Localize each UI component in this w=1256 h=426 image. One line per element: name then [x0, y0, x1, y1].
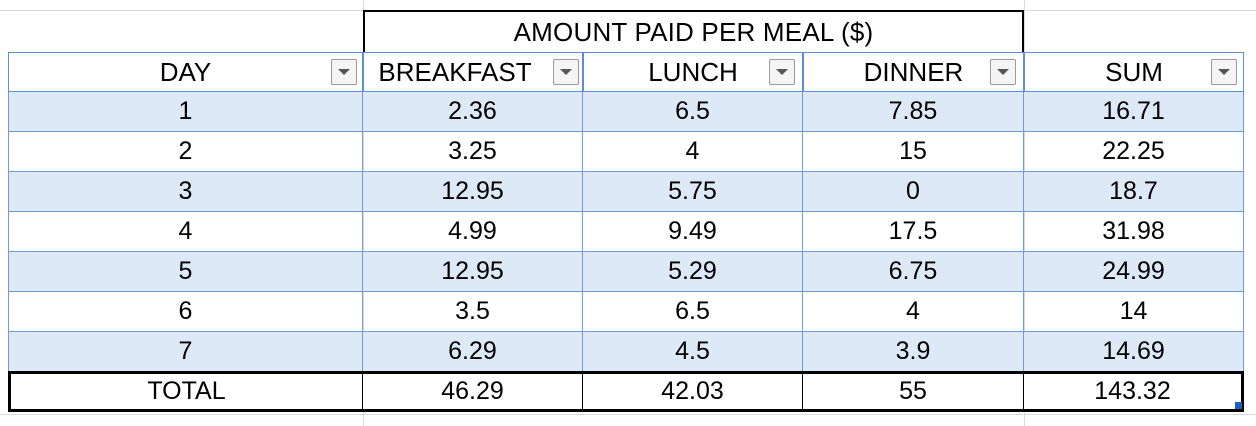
breakfast-cell[interactable]: 6.29: [363, 332, 583, 372]
column-header-label: DAY: [159, 56, 212, 87]
chevron-down-icon: [560, 69, 572, 75]
sum-cell[interactable]: 22.25: [1024, 132, 1244, 172]
table-row: 3 12.95 5.75 0 18.7: [8, 172, 1244, 212]
gridline: [0, 414, 1256, 415]
lunch-cell[interactable]: 5.75: [583, 172, 803, 212]
sum-cell[interactable]: 24.99: [1024, 252, 1244, 292]
total-label-cell[interactable]: TOTAL: [11, 374, 363, 409]
breakfast-cell[interactable]: 12.95: [363, 172, 583, 212]
lunch-cell[interactable]: 9.49: [583, 212, 803, 252]
column-header-label: BREAKFAST: [378, 56, 532, 87]
column-header-label: LUNCH: [648, 56, 738, 87]
lunch-cell[interactable]: 5.29: [583, 252, 803, 292]
gridline: [363, 0, 364, 426]
breakfast-cell[interactable]: 3.25: [363, 132, 583, 172]
chevron-down-icon: [997, 69, 1009, 75]
lunch-cell[interactable]: 4.5: [583, 332, 803, 372]
column-header-breakfast[interactable]: BREAKFAST: [363, 52, 583, 92]
group-header-cell[interactable]: AMOUNT PAID PER MEAL ($): [363, 10, 1024, 52]
day-cell[interactable]: 4: [8, 212, 363, 252]
sum-cell[interactable]: 14: [1024, 292, 1244, 332]
sum-total-cell[interactable]: 143.32: [1094, 377, 1171, 405]
dinner-cell[interactable]: 3.9: [803, 332, 1024, 372]
chevron-down-icon: [1218, 69, 1230, 75]
day-cell[interactable]: 6: [8, 292, 363, 332]
column-header-label: SUM: [1105, 56, 1163, 87]
table-row: 2 3.25 4 15 22.25: [8, 132, 1244, 172]
chevron-down-icon: [776, 69, 788, 75]
breakfast-total-cell[interactable]: 46.29: [363, 374, 583, 409]
chevron-down-icon: [338, 69, 350, 75]
dinner-cell[interactable]: 17.5: [803, 212, 1024, 252]
dinner-cell[interactable]: 6.75: [803, 252, 1024, 292]
filter-dropdown-button[interactable]: [553, 59, 579, 85]
filter-dropdown-button[interactable]: [769, 59, 795, 85]
column-header-sum[interactable]: SUM: [1024, 52, 1244, 92]
lunch-total-cell[interactable]: 42.03: [583, 374, 803, 409]
column-header-label: DINNER: [863, 56, 964, 87]
fill-handle[interactable]: [1235, 402, 1242, 409]
column-header-dinner[interactable]: DINNER: [803, 52, 1024, 92]
day-cell[interactable]: 7: [8, 332, 363, 372]
total-row: TOTAL 46.29 42.03 55 143.32: [8, 371, 1244, 412]
day-cell[interactable]: 3: [8, 172, 363, 212]
sum-cell[interactable]: 16.71: [1024, 92, 1244, 132]
day-cell[interactable]: 1: [8, 92, 363, 132]
dinner-total-cell[interactable]: 55: [803, 374, 1024, 409]
table-row: 7 6.29 4.5 3.9 14.69: [8, 332, 1244, 372]
gridline: [1024, 0, 1025, 426]
sum-cell[interactable]: 31.98: [1024, 212, 1244, 252]
lunch-cell[interactable]: 4: [583, 132, 803, 172]
dinner-cell[interactable]: 0: [803, 172, 1024, 212]
column-header-lunch[interactable]: LUNCH: [583, 52, 803, 92]
table-row: 1 2.36 6.5 7.85 16.71: [8, 92, 1244, 132]
filter-dropdown-button[interactable]: [331, 59, 357, 85]
dinner-cell[interactable]: 7.85: [803, 92, 1024, 132]
lunch-cell[interactable]: 6.5: [583, 92, 803, 132]
breakfast-cell[interactable]: 12.95: [363, 252, 583, 292]
sum-cell[interactable]: 14.69: [1024, 332, 1244, 372]
day-cell[interactable]: 2: [8, 132, 363, 172]
table-row: 6 3.5 6.5 4 14: [8, 292, 1244, 332]
breakfast-cell[interactable]: 3.5: [363, 292, 583, 332]
table-row: 5 12.95 5.29 6.75 24.99: [8, 252, 1244, 292]
dinner-cell[interactable]: 4: [803, 292, 1024, 332]
column-header-day[interactable]: DAY: [8, 52, 363, 92]
table-row: 4 4.99 9.49 17.5 31.98: [8, 212, 1244, 252]
day-cell[interactable]: 5: [8, 252, 363, 292]
dinner-cell[interactable]: 15: [803, 132, 1024, 172]
filter-dropdown-button[interactable]: [990, 59, 1016, 85]
lunch-cell[interactable]: 6.5: [583, 292, 803, 332]
breakfast-cell[interactable]: 4.99: [363, 212, 583, 252]
filter-dropdown-button[interactable]: [1211, 59, 1237, 85]
sum-cell[interactable]: 18.7: [1024, 172, 1244, 212]
group-header-label: AMOUNT PAID PER MEAL ($): [513, 16, 874, 47]
breakfast-cell[interactable]: 2.36: [363, 92, 583, 132]
